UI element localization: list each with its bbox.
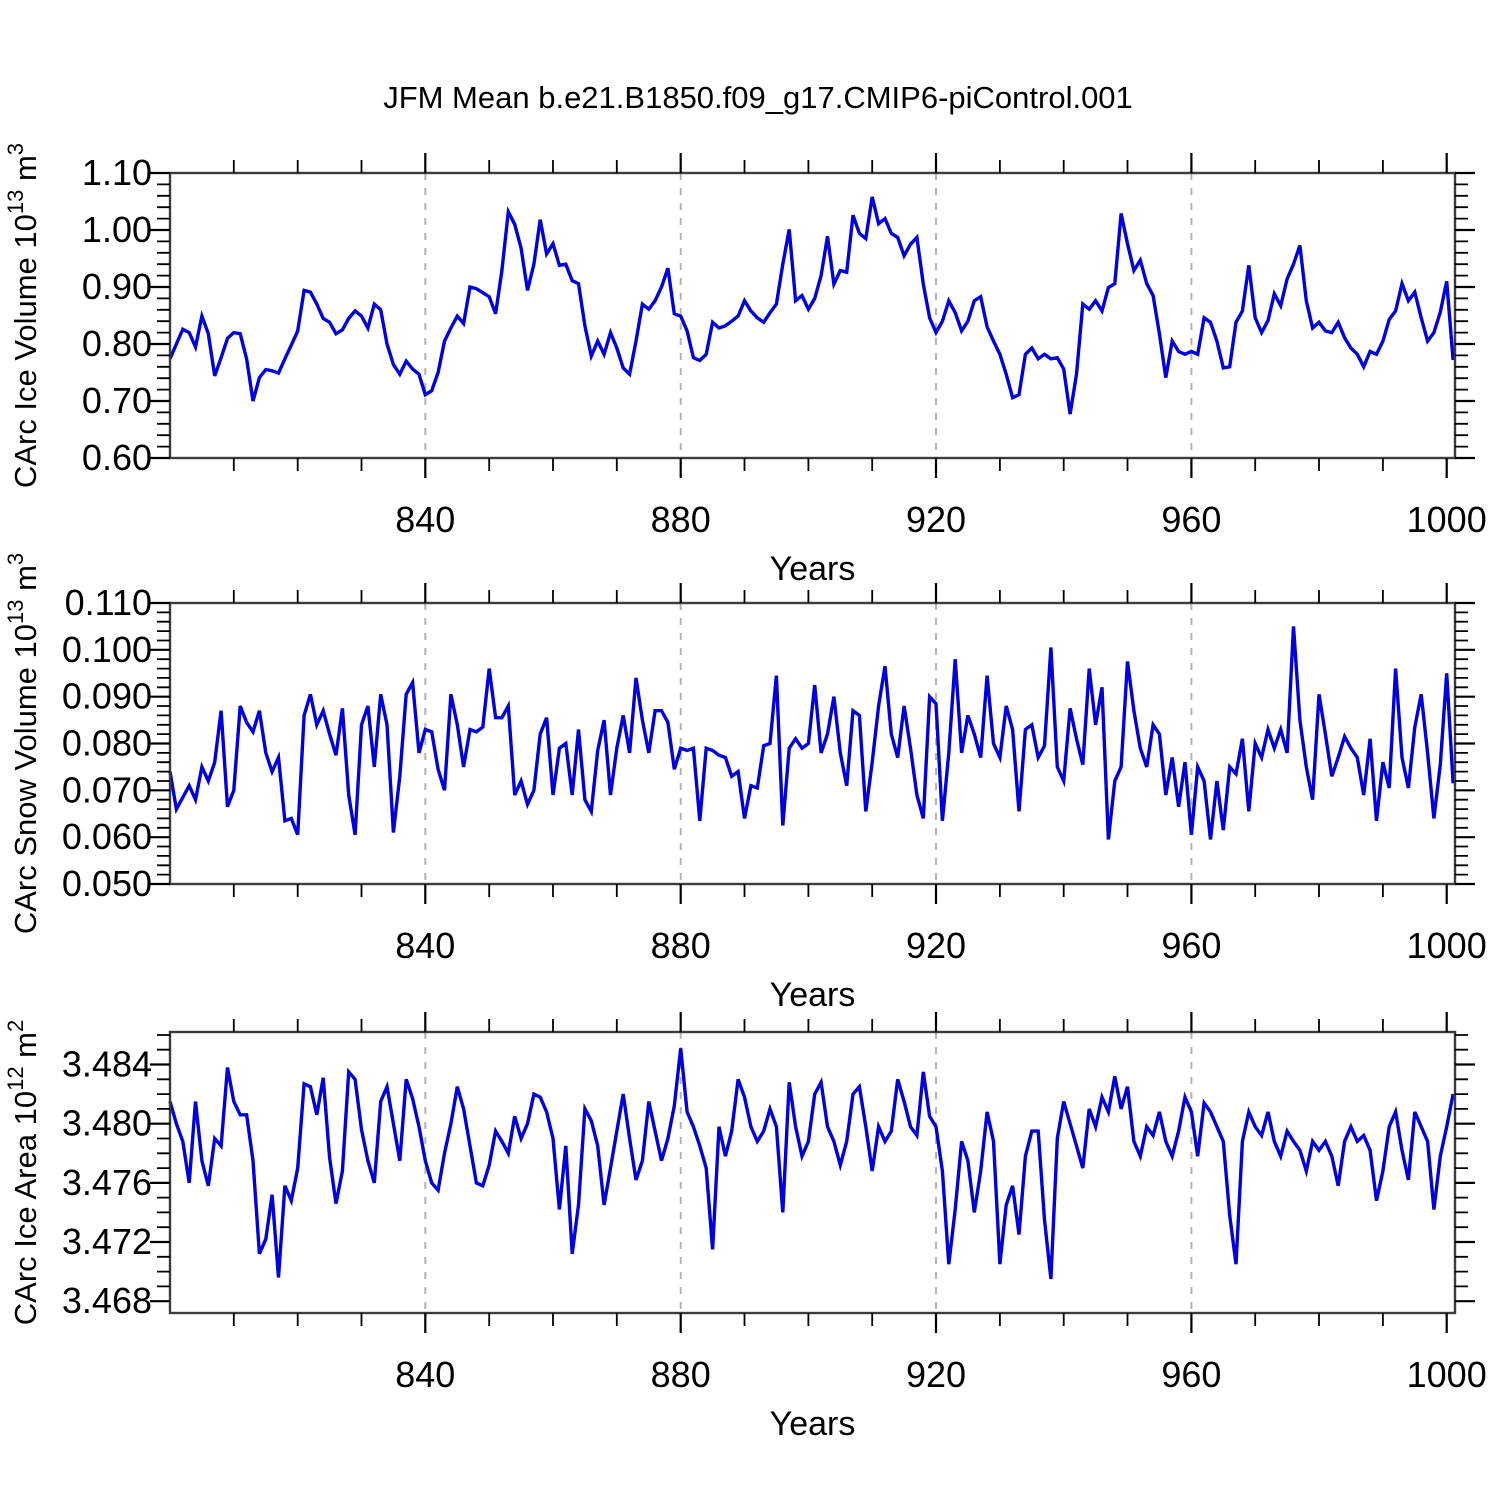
x-tick-label: 920 xyxy=(906,925,966,966)
y-tick-label: 1.00 xyxy=(82,209,152,250)
x-tick-label: 1000 xyxy=(1407,1354,1487,1395)
major-ticks xyxy=(150,153,1475,478)
x-axis-title: Years xyxy=(770,550,856,588)
y-axis-title: CArc Snow Volume 1013 m3 xyxy=(3,553,43,934)
y-tick-label: 3.472 xyxy=(62,1221,152,1262)
y-tick-label: 0.110 xyxy=(65,582,152,623)
plot-frame xyxy=(168,1030,1457,1315)
x-tick-label: 1000 xyxy=(1407,499,1487,540)
x-tick-label: 880 xyxy=(651,925,711,966)
y-tick-label: 0.80 xyxy=(82,323,152,364)
minor-ticks xyxy=(157,160,1468,471)
y-tick-label: 3.476 xyxy=(62,1162,152,1203)
x-tick-label: 960 xyxy=(1161,499,1221,540)
x-tick-label: 880 xyxy=(651,499,711,540)
plot-frame xyxy=(168,601,1457,886)
y-tick-label: 0.60 xyxy=(82,437,152,478)
x-axis-title: Years xyxy=(770,976,856,1014)
y-tick-label: 0.90 xyxy=(82,266,152,307)
x-tick-label: 840 xyxy=(395,1354,455,1395)
y-tick-label: 0.70 xyxy=(82,380,152,421)
x-tick-label: 960 xyxy=(1161,925,1221,966)
y-axis-title: CArc Ice Volume 1013 m3 xyxy=(3,143,43,488)
y-tick-label: 3.484 xyxy=(62,1044,152,1085)
x-tick-label: 920 xyxy=(906,1354,966,1395)
series-line-ice-area xyxy=(168,1048,1455,1280)
y-tick-label: 1.10 xyxy=(82,152,152,193)
minor-ticks xyxy=(157,590,1468,897)
y-tick-label: 3.480 xyxy=(62,1103,152,1144)
x-tick-label: 880 xyxy=(651,1354,711,1395)
y-tick-label: 0.060 xyxy=(62,816,152,857)
y-tick-label: 3.468 xyxy=(62,1280,152,1321)
plot-frame xyxy=(168,171,1457,460)
y-tick-label: 0.100 xyxy=(62,629,152,670)
series-line-snow-volume xyxy=(168,626,1455,840)
panel-snow-volume: 840 880 920 960 1000 Years 0.050 0.060 0.070 0.08… xyxy=(3,553,1487,1014)
x-tick-label: 960 xyxy=(1161,1354,1221,1395)
y-tick-label: 0.090 xyxy=(62,676,152,717)
panel-ice-area: 840 880 920 960 1000 Years 3.468 3.472 3.476 3.48… xyxy=(3,1012,1487,1443)
y-tick-label: 0.070 xyxy=(62,769,152,810)
panel-ice-volume: 840 880 920 960 1000 Years 0.60 0.70 0.80 0.90 1.0… xyxy=(3,143,1487,588)
x-axis-title: Years xyxy=(770,1405,856,1443)
x-tick-label: 1000 xyxy=(1407,925,1487,966)
major-ticks xyxy=(150,1012,1475,1333)
x-tick-label: 840 xyxy=(395,499,455,540)
x-tick-label: 920 xyxy=(906,499,966,540)
y-axis-title: CArc Ice Area 1012 m2 xyxy=(3,1020,43,1326)
major-ticks xyxy=(150,583,1475,904)
y-tick-label: 0.050 xyxy=(62,863,152,904)
y-tick-label: 0.080 xyxy=(62,723,152,764)
x-tick-label: 840 xyxy=(395,925,455,966)
minor-ticks xyxy=(157,1019,1468,1326)
series-line-ice-volume xyxy=(168,196,1455,415)
figure-title: JFM Mean b.e21.B1850.f09_g17.CMIP6-piCon… xyxy=(383,80,1133,115)
